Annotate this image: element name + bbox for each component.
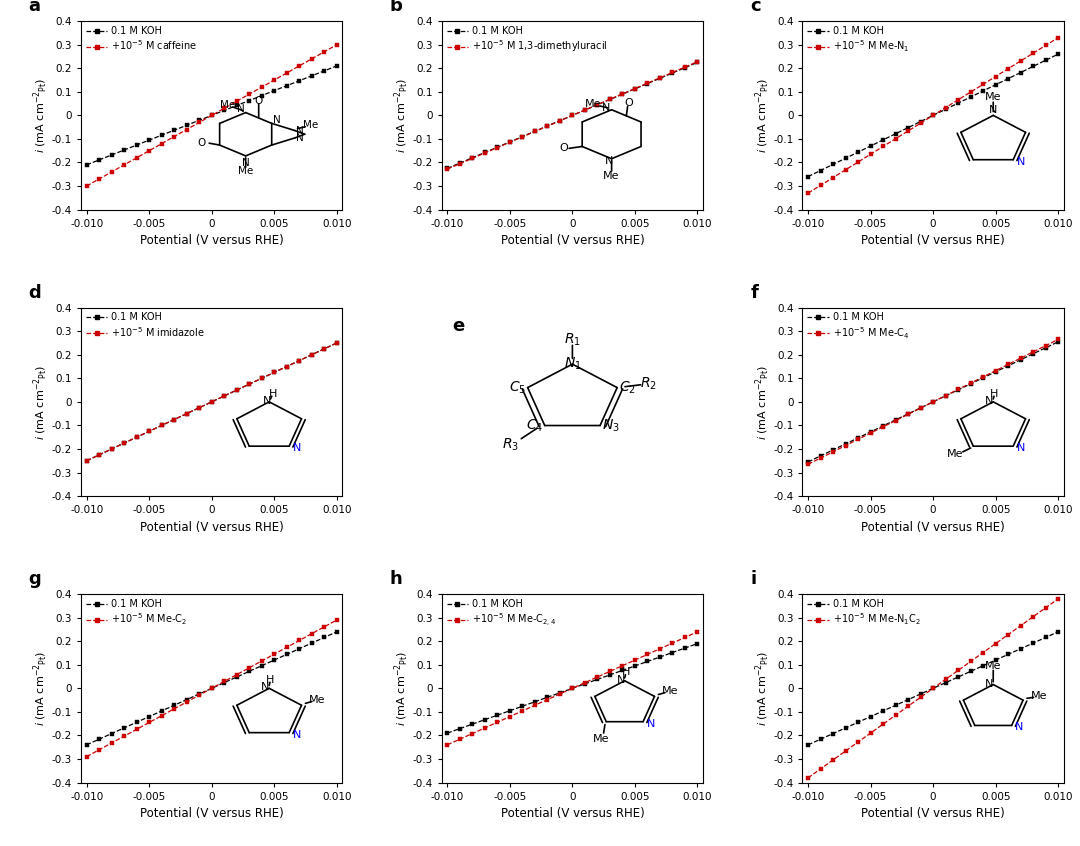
Legend: 0.1 M KOH, $+10^{-5}$ M caffeine: 0.1 M KOH, $+10^{-5}$ M caffeine [84,24,200,54]
Text: N: N [1015,722,1024,733]
X-axis label: Potential (V versus RHE): Potential (V versus RHE) [861,234,1005,247]
X-axis label: Potential (V versus RHE): Potential (V versus RHE) [500,807,645,820]
Legend: 0.1 M KOH, $+10^{-5}$ M Me-C$_{2,4}$: 0.1 M KOH, $+10^{-5}$ M Me-C$_{2,4}$ [445,597,558,630]
Legend: 0.1 M KOH, $+10^{-5}$ M Me-N$_1$C$_2$: 0.1 M KOH, $+10^{-5}$ M Me-N$_1$C$_2$ [806,597,922,629]
Text: N: N [985,678,994,689]
Text: h: h [390,570,402,589]
Y-axis label: $i$ (mA cm$^{-2}$$_{\rm Pt}$): $i$ (mA cm$^{-2}$$_{\rm Pt}$) [754,651,772,726]
Text: $C_4$: $C_4$ [526,417,543,434]
Text: N: N [273,114,281,124]
Text: Me: Me [593,733,609,744]
Legend: 0.1 M KOH, $+10^{-5}$ M Me-N$_1$: 0.1 M KOH, $+10^{-5}$ M Me-N$_1$ [806,24,912,56]
Text: Me: Me [585,99,602,109]
Y-axis label: $i$ (mA cm$^{-2}$$_{\rm Pt}$): $i$ (mA cm$^{-2}$$_{\rm Pt}$) [32,364,51,440]
Text: N: N [985,396,994,406]
Text: N: N [261,683,270,692]
Text: N: N [1017,443,1025,453]
Text: N: N [647,718,656,728]
Legend: 0.1 M KOH, $+10^{-5}$ M Me-C$_2$: 0.1 M KOH, $+10^{-5}$ M Me-C$_2$ [84,597,189,629]
Text: Me: Me [1030,691,1047,701]
Y-axis label: $i$ (mA cm$^{-2}$$_{\rm Pt}$): $i$ (mA cm$^{-2}$$_{\rm Pt}$) [32,78,51,153]
Text: $R_2$: $R_2$ [640,376,657,392]
Text: i: i [751,570,756,589]
X-axis label: Potential (V versus RHE): Potential (V versus RHE) [139,520,284,534]
Text: e: e [453,317,464,335]
Legend: 0.1 M KOH, $+10^{-5}$ M Me-C$_4$: 0.1 M KOH, $+10^{-5}$ M Me-C$_4$ [806,310,910,343]
Text: Me: Me [238,166,254,176]
Text: $C_5$: $C_5$ [509,379,526,396]
Text: N: N [1017,157,1025,167]
X-axis label: Potential (V versus RHE): Potential (V versus RHE) [139,234,284,247]
X-axis label: Potential (V versus RHE): Potential (V versus RHE) [861,520,1005,534]
Text: Me: Me [309,695,325,705]
Text: N: N [296,133,303,143]
Text: b: b [390,0,403,15]
Text: O: O [198,138,205,148]
Text: $N_3$: $N_3$ [602,417,620,434]
Y-axis label: $i$ (mA cm$^{-2}$$_{\rm Pt}$): $i$ (mA cm$^{-2}$$_{\rm Pt}$) [754,78,772,153]
Y-axis label: $i$ (mA cm$^{-2}$$_{\rm Pt}$): $i$ (mA cm$^{-2}$$_{\rm Pt}$) [393,78,411,153]
Text: O: O [559,143,568,153]
Text: N: N [237,104,244,113]
Text: Me: Me [604,171,620,181]
Text: Me: Me [662,686,678,695]
Text: N: N [296,125,303,135]
Text: $R_3$: $R_3$ [502,437,519,453]
Text: N: N [605,156,613,166]
Text: Me: Me [219,100,235,110]
Text: Me: Me [985,661,1001,671]
Text: $N_1$: $N_1$ [564,356,581,372]
Text: H: H [990,389,999,399]
Legend: 0.1 M KOH, $+10^{-5}$ M 1,3-dimethyluracil: 0.1 M KOH, $+10^{-5}$ M 1,3-dimethylurac… [445,24,609,56]
Y-axis label: $i$ (mA cm$^{-2}$$_{\rm Pt}$): $i$ (mA cm$^{-2}$$_{\rm Pt}$) [393,651,411,726]
Text: $R_1$: $R_1$ [564,332,581,348]
Text: d: d [29,284,41,302]
Y-axis label: $i$ (mA cm$^{-2}$$_{\rm Pt}$): $i$ (mA cm$^{-2}$$_{\rm Pt}$) [754,364,772,440]
Text: N: N [603,103,610,113]
X-axis label: Potential (V versus RHE): Potential (V versus RHE) [861,807,1005,820]
Text: N: N [262,396,271,406]
Text: N: N [293,443,301,453]
Text: N: N [242,158,249,168]
Text: g: g [29,570,41,589]
Text: N: N [293,729,301,739]
Text: O: O [255,96,262,107]
X-axis label: Potential (V versus RHE): Potential (V versus RHE) [139,807,284,820]
Text: f: f [751,284,758,302]
Text: Me: Me [985,91,1001,102]
Text: H: H [267,675,274,684]
Y-axis label: $i$ (mA cm$^{-2}$$_{\rm Pt}$): $i$ (mA cm$^{-2}$$_{\rm Pt}$) [32,651,51,726]
Text: $C_2$: $C_2$ [619,379,636,396]
X-axis label: Potential (V versus RHE): Potential (V versus RHE) [500,234,645,247]
Text: N: N [617,675,625,684]
Text: c: c [751,0,760,15]
Legend: 0.1 M KOH, $+10^{-5}$ M imidazole: 0.1 M KOH, $+10^{-5}$ M imidazole [84,310,207,341]
Text: H: H [622,667,630,678]
Text: Me: Me [947,448,963,459]
Text: O: O [624,97,633,107]
Text: Me: Me [302,120,319,130]
Text: H: H [269,389,278,399]
Text: N: N [989,105,998,115]
Text: a: a [29,0,41,15]
